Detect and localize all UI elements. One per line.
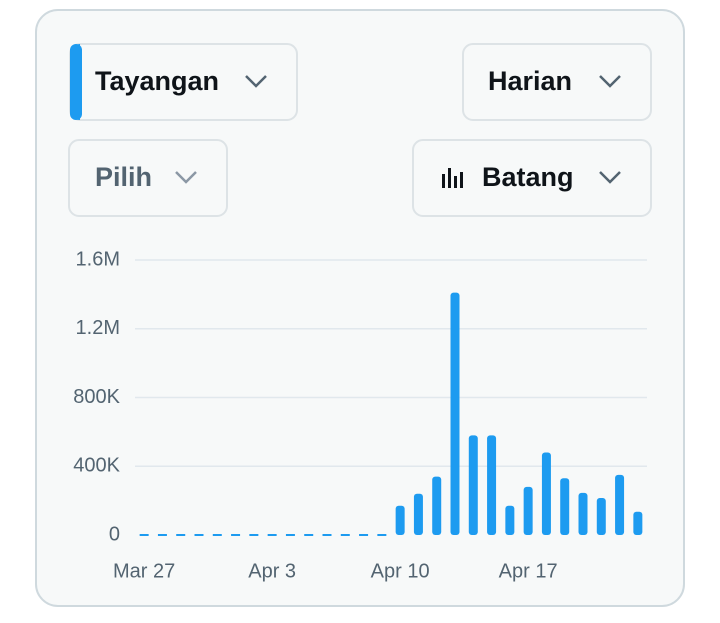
chevron [599, 171, 621, 184]
metric-stripe [70, 44, 82, 120]
filter-dropdown[interactable]: Pilih [68, 139, 228, 217]
chevron [599, 75, 621, 88]
bar [615, 474, 625, 535]
y-tick-label: 1.6M [76, 248, 120, 270]
bar [505, 505, 515, 535]
metric-dropdown[interactable]: Tayangan [69, 43, 298, 121]
x-tick-label: Apr 17 [499, 560, 558, 582]
dropdown-label: Harian [488, 66, 572, 96]
y-tick-label: 400K [73, 455, 120, 477]
y-tick-label: 1.2M [76, 317, 120, 339]
chevron [245, 75, 267, 88]
dropdown-label: Tayangan [95, 66, 219, 96]
bar [468, 435, 478, 535]
dropdown-bg [462, 43, 652, 121]
bar [596, 498, 606, 535]
bar [523, 486, 533, 535]
x-tick-label: Apr 3 [248, 560, 296, 582]
bar [578, 492, 588, 535]
chevron [175, 171, 197, 184]
dropdown-bg [412, 139, 652, 217]
y-tick-label: 0 [109, 523, 120, 545]
chart-style-dropdown[interactable]: Batang [412, 139, 652, 217]
bar-icon [442, 168, 463, 188]
dropdown-label: Batang [482, 162, 574, 192]
bar [413, 493, 423, 535]
bar [487, 435, 497, 535]
dropdown-label: Pilih [95, 162, 152, 192]
bar [541, 452, 551, 535]
period-dropdown[interactable]: Harian [462, 43, 652, 121]
bar [560, 478, 570, 535]
bar [633, 511, 643, 535]
x-tick-label: Mar 27 [113, 560, 175, 582]
dropdown-bg [68, 139, 228, 217]
bar [432, 476, 442, 535]
x-tick-label: Apr 10 [371, 560, 430, 582]
bar [395, 505, 405, 535]
bar [450, 292, 460, 535]
y-tick-label: 800K [73, 386, 120, 408]
